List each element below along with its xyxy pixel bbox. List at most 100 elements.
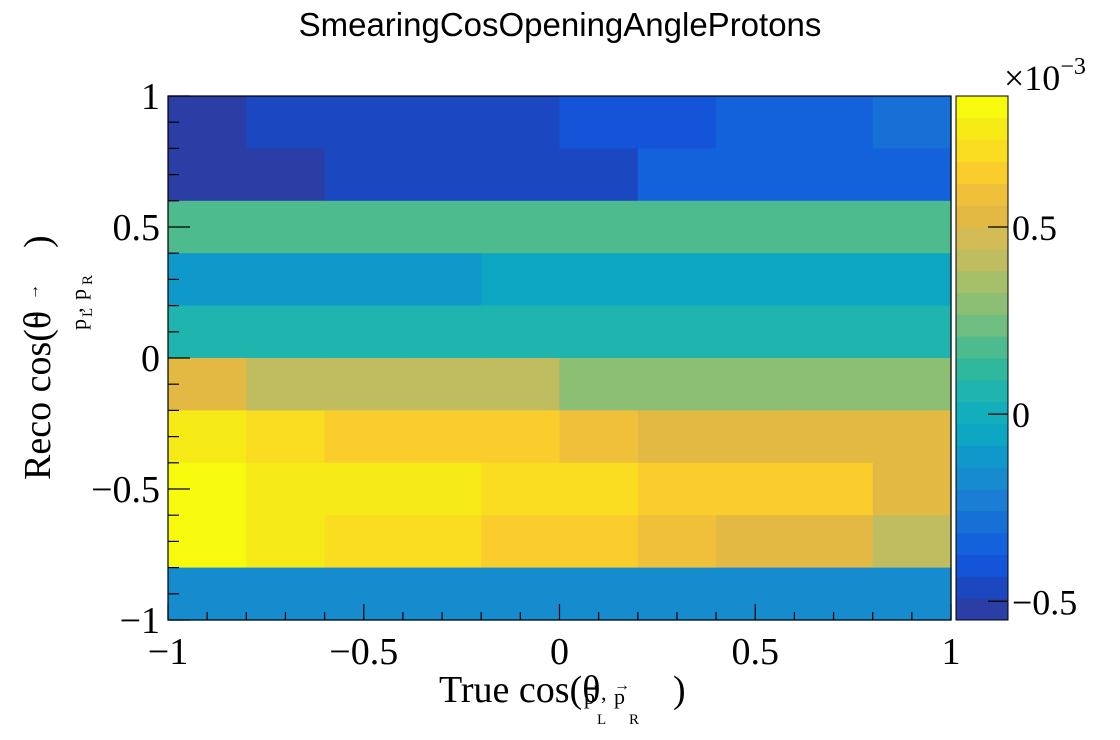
heatmap-cell (794, 462, 874, 516)
heatmap-cells (168, 96, 952, 621)
heatmap-cell (402, 358, 482, 411)
svg-text:True cos(θ: True cos(θ (439, 669, 600, 711)
heatmap-cell (794, 358, 874, 411)
heatmap-cell (794, 567, 874, 621)
y-axis: −1 −0.5 0 0.5 1 (91, 76, 190, 642)
heatmap-cell (559, 148, 639, 202)
heatmap-cell (637, 253, 717, 307)
colorbar-swatch (956, 510, 1008, 534)
heatmap-cell (559, 200, 639, 254)
heatmap-cell (324, 358, 404, 411)
colorbar-swatch (956, 598, 1008, 621)
colorbar-tick-label: 0.5 (1012, 208, 1057, 248)
heatmap-cell (324, 462, 404, 516)
y-subscript-L: L (80, 308, 96, 317)
heatmap-cell (559, 515, 639, 569)
heatmap-cell (324, 96, 404, 149)
heatmap-cell (481, 200, 561, 254)
heatmap-cell (716, 410, 795, 464)
heatmap-cell (246, 148, 326, 202)
heatmap-cell (168, 148, 247, 202)
heatmap-cell (168, 358, 247, 411)
colorbar-swatch (956, 445, 1008, 468)
heatmap-cell (872, 410, 952, 464)
heatmap-cell (637, 462, 717, 516)
y-tick-label: −1 (120, 600, 160, 642)
colorbar-swatch (956, 401, 1008, 424)
heatmap-cell (559, 410, 639, 464)
colorbar-exponent: ×10−3 (1004, 54, 1086, 98)
heatmap-cell (794, 515, 874, 569)
heatmap-cell (481, 305, 561, 359)
heatmap-cell (637, 358, 717, 411)
heatmap-cell (637, 148, 717, 202)
colorbar-swatch (956, 314, 1008, 337)
heatmap-cell (559, 305, 639, 359)
heatmap-cell (716, 515, 795, 569)
y-tick-label: 0.5 (113, 207, 161, 249)
heatmap-cell (168, 567, 247, 621)
chart-title: SmearingCosOpeningAngleProtons (299, 6, 822, 43)
colorbar-swatch (956, 423, 1008, 446)
heatmap-cell (637, 96, 717, 149)
y-axis-label: Reco cos(θ p → , p → L R ) (17, 235, 96, 480)
heatmap-cell (481, 253, 561, 307)
y-tick-label: 1 (141, 76, 160, 118)
heatmap-cell (794, 410, 874, 464)
colorbar-swatch (956, 96, 1008, 119)
heatmap-cell (872, 305, 952, 359)
heatmap-cell (246, 515, 326, 569)
heatmap-cell (716, 148, 795, 202)
colorbar-swatch (956, 379, 1008, 403)
y-subscript-R: R (80, 275, 96, 285)
x-axis-label-prefix: True cos(θ (439, 669, 600, 711)
colorbar-swatch (956, 292, 1008, 315)
heatmap-cell (872, 96, 952, 149)
heatmap-cell (716, 358, 795, 411)
heatmap-cell (716, 200, 795, 254)
svg-text:→: → (584, 677, 600, 694)
colorbar-swatch (956, 270, 1008, 293)
heatmap-cell (246, 462, 326, 516)
heatmap-cell (559, 253, 639, 307)
heatmap-cell (559, 358, 639, 411)
heatmap-cell (637, 515, 717, 569)
heatmap-cell (794, 253, 874, 307)
svg-text:→: → (614, 677, 630, 694)
heatmap-cell (402, 567, 482, 621)
colorbar-swatch (956, 139, 1008, 162)
heatmap-cell (872, 567, 952, 621)
x-subscript-p-right: p (614, 684, 625, 709)
heatmap-cell (481, 567, 561, 621)
heatmap-cell (794, 305, 874, 359)
heatmap-cell (168, 515, 247, 569)
svg-text:→: → (25, 314, 42, 330)
heatmap-cell (324, 253, 404, 307)
heatmap-cell (402, 96, 482, 149)
heatmap-cell (637, 305, 717, 359)
heatmap-cell (324, 410, 404, 464)
x-tick-label: 0.5 (732, 631, 780, 673)
heatmap-cell (481, 148, 561, 202)
heatmap-cell (794, 200, 874, 254)
heatmap-cell (246, 410, 326, 464)
heatmap-cell (481, 96, 561, 149)
y-tick-label: −0.5 (91, 469, 160, 511)
heatmap-cell (559, 462, 639, 516)
y-subscript-p-left: p (66, 319, 91, 330)
heatmap-cell (402, 515, 482, 569)
heatmap-cell (637, 567, 717, 621)
heatmap-cell (246, 305, 326, 359)
y-axis-label-prefix: Reco cos(θ (17, 311, 59, 480)
colorbar-swatch (956, 183, 1008, 206)
heatmap-cell (246, 96, 326, 149)
heatmap-cell (872, 253, 952, 307)
heatmap-cell (324, 305, 404, 359)
heatmap-cell (324, 200, 404, 254)
heatmap-cell (481, 410, 561, 464)
heatmap-cell (872, 358, 952, 411)
colorbar-swatch (956, 117, 1008, 141)
colorbar-swatch (956, 554, 1008, 577)
colorbar-swatch (956, 161, 1008, 184)
heatmap-cell (481, 462, 561, 516)
